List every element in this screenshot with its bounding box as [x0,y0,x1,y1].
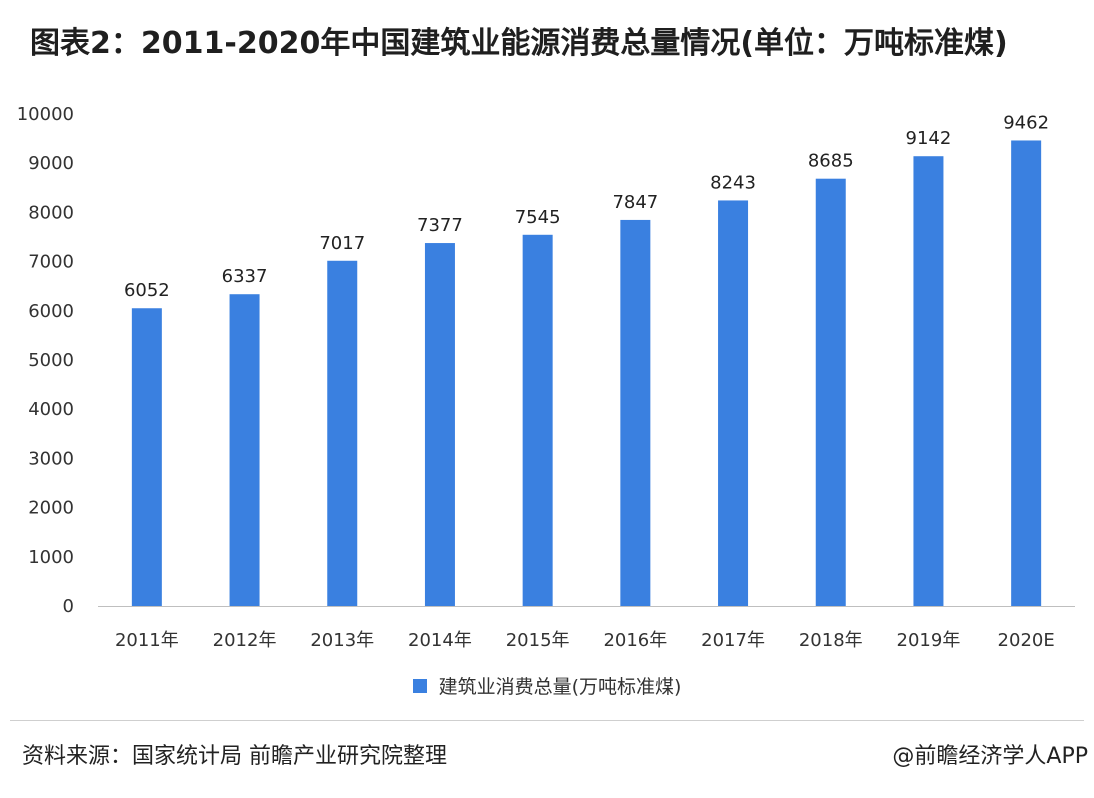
data-label-2019年: 9142 [906,128,952,149]
data-label-2013年: 7017 [319,233,365,254]
brand-label: @前瞻经济学人APP [892,744,1088,769]
bar-2018年 [815,178,846,606]
legend-label: 建筑业消费总量(万吨标准煤) [438,676,682,698]
y-tick-label: 5000 [28,350,74,371]
y-tick-label: 9000 [28,153,74,174]
data-label-2015年: 7545 [515,207,561,228]
legend-swatch [412,678,427,693]
y-axis: 0 1000 2000 3000 4000 5000 6000 7000 8000 9000 100… [17,104,74,617]
y-tick-label: 8000 [28,202,74,223]
data-label-2011年: 6052 [124,280,170,301]
bar-2012年 [229,294,260,606]
x-tick-label: 2016年 [603,630,667,651]
x-tick-label: 2020E [998,630,1055,651]
x-tick-label: 2015年 [506,630,570,651]
bar-2016年 [620,219,651,606]
bar-2017年 [718,200,749,606]
data-label-2016年: 7847 [612,192,658,213]
x-tick-label: 2019年 [897,630,961,651]
footer-divider [10,720,1084,721]
bar-2011年 [131,308,162,606]
bar-chart: 0 1000 2000 3000 4000 5000 6000 7000 8000 9000 100… [17,104,1075,651]
x-tick-label: 2017年 [701,630,765,651]
data-labels: 6052 6337 7017 7377 7545 7847 8243 8685 9142 9462 [124,112,1049,301]
y-tick-label: 1000 [28,547,74,568]
y-tick-label: 10000 [17,104,74,125]
data-label-2018年: 8685 [808,151,854,172]
source-note: 资料来源：国家统计局 前瞻产业研究院整理 [22,744,447,769]
x-tick-label: 2018年 [799,630,863,651]
x-axis: 2011年 2012年 2013年 2014年 2015年 2016年 2017年 2018年… [98,606,1075,651]
footer: 资料来源：国家统计局 前瞻产业研究院整理 @前瞻经济学人APP [0,718,1094,798]
x-tick-label: 2011年 [115,630,179,651]
y-tick-label: 4000 [28,399,74,420]
x-tick-label: 2014年 [408,630,472,651]
y-tick-label: 7000 [28,252,74,273]
bar-2020E [1011,140,1042,606]
bar-2014年 [424,243,455,606]
data-label-2020E: 9462 [1003,112,1049,133]
chart-title: 图表2：2011-2020年中国建筑业能源消费总量情况(单位：万吨标准煤) [30,26,1008,61]
legend: 建筑业消费总量(万吨标准煤) [0,672,1094,699]
y-tick-label: 6000 [28,301,74,322]
chart-area: 0 1000 2000 3000 4000 5000 6000 7000 8000 9000 100… [0,80,1094,720]
bar-2015年 [522,234,553,606]
bar-2013年 [327,260,358,606]
x-tick-label: 2013年 [310,630,374,651]
data-label-2012年: 6337 [222,266,268,287]
data-label-2014年: 7377 [417,215,463,236]
y-tick-label: 2000 [28,498,74,519]
y-tick-label: 3000 [28,448,74,469]
x-tick-label: 2012年 [213,630,277,651]
y-tick-label: 0 [63,596,74,617]
data-label-2017年: 8243 [710,172,756,193]
bar-2019年 [913,156,944,606]
bars [131,140,1042,606]
